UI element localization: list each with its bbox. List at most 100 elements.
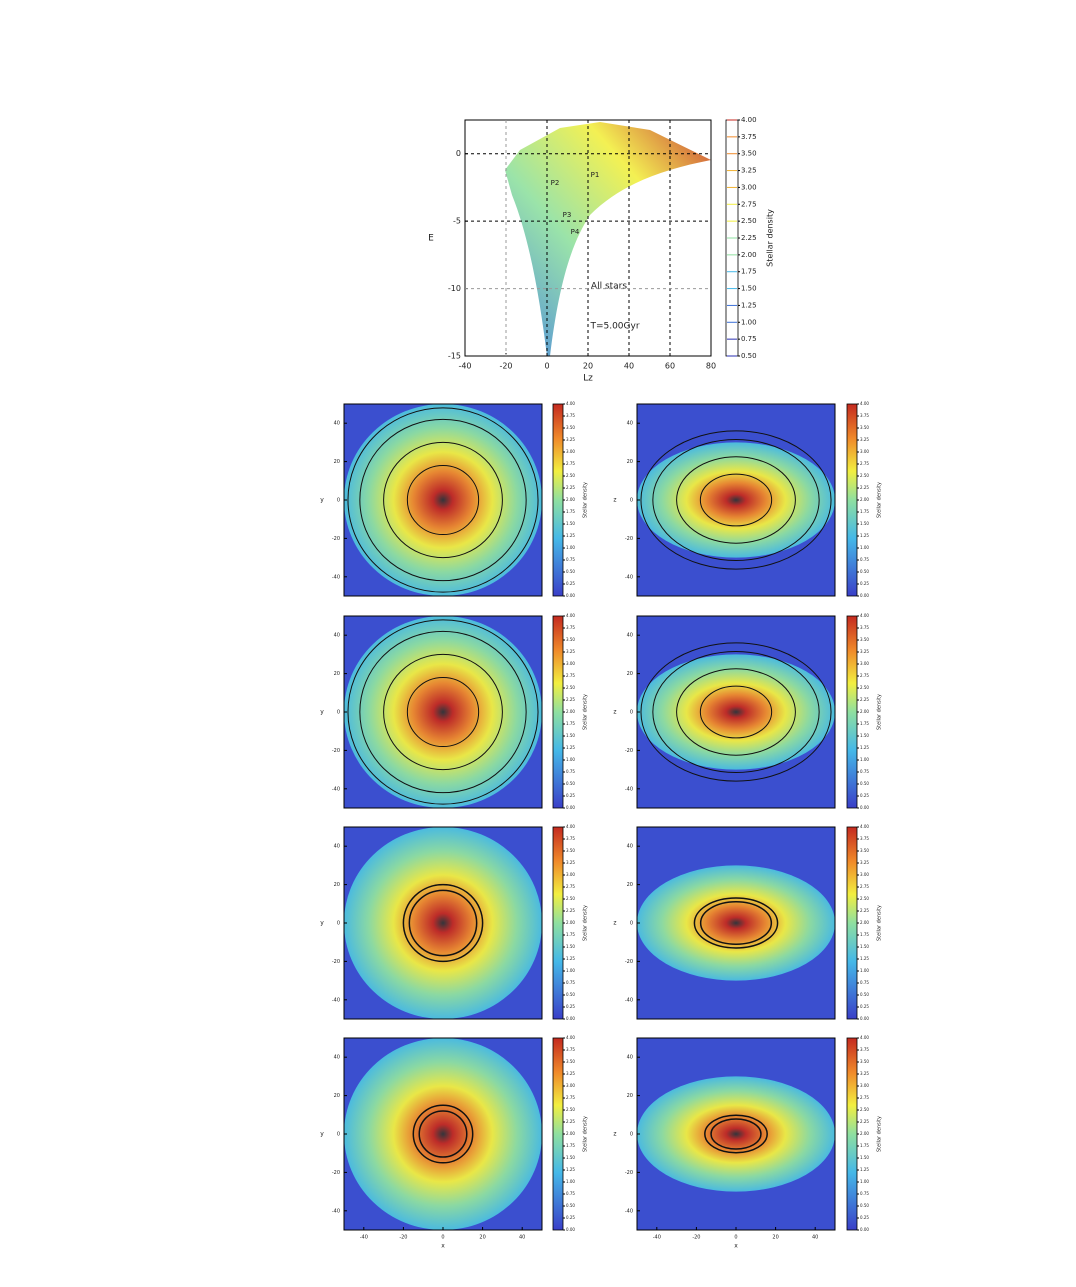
colorbar-tick-label: 0.50	[566, 1203, 575, 1208]
colorbar-tick-label: 1.25	[566, 956, 575, 961]
colorbar-tick-label: 3.75	[741, 133, 757, 141]
density-field	[637, 654, 835, 770]
colorbar-tick-label: 0.00	[860, 1227, 869, 1232]
colorbar-tick-label: 1.50	[860, 733, 869, 738]
x-tick-label: -20	[399, 1235, 407, 1241]
colorbar-tick-label: 1.75	[566, 509, 575, 514]
colorbar-tick-label: 2.75	[860, 461, 869, 466]
colorbar-tick-label: 0.25	[860, 1004, 869, 1009]
y-tick-label: -20	[332, 536, 340, 542]
colorbar-tick-label: 0.75	[741, 335, 757, 343]
colorbar-tick-label: 2.50	[566, 896, 575, 901]
colorbar-tick-label: 3.25	[566, 437, 575, 442]
colorbar-tick-label: 2.00	[860, 709, 869, 714]
colorbar-tick-label: 2.50	[860, 896, 869, 901]
y-tick-label: -15	[448, 352, 461, 361]
colorbar-tick-label: 2.50	[566, 685, 575, 690]
x-tick-label: -20	[499, 362, 512, 371]
contour	[699, 901, 773, 945]
colorbar-tick-label: 0.00	[566, 593, 575, 598]
colorbar-tick-label: 2.00	[860, 920, 869, 925]
colorbar-tick-label: 0.00	[566, 1016, 575, 1021]
colorbar-tick-label: 1.75	[860, 509, 869, 514]
colorbar-tick-label: 3.25	[566, 649, 575, 654]
colorbar-tick-label: 4.00	[566, 401, 575, 406]
colorbar-tick-label: 3.25	[860, 860, 869, 865]
contour	[652, 651, 820, 773]
contour	[418, 1110, 468, 1158]
y-tick-label: 0	[337, 921, 340, 927]
colorbar-tick-label: 3.50	[860, 637, 869, 642]
colorbar-tick-label: 3.00	[566, 1083, 575, 1088]
y-tick-label: 20	[627, 882, 633, 888]
y-tick-label: 0	[337, 1132, 340, 1138]
colorbar-tick-label: 2.50	[860, 1107, 869, 1112]
colorbar-tick-label: 1.75	[860, 1143, 869, 1148]
y-tick-label: -40	[625, 574, 633, 580]
colorbar-tick-label: 3.50	[860, 425, 869, 430]
colorbar-label: Stellar density	[877, 694, 883, 730]
colorbar-tick-label: 1.75	[566, 721, 575, 726]
colorbar-tick-label: 3.00	[566, 872, 575, 877]
colorbar-tick-label: 1.25	[860, 533, 869, 538]
colorbar-tick-label: 2.00	[860, 497, 869, 502]
y-tick-label: 40	[627, 421, 633, 427]
colorbar-tick-label: 1.25	[566, 745, 575, 750]
y-tick-label: -40	[332, 997, 340, 1003]
contour	[383, 441, 503, 559]
colorbar-tick-label: 2.25	[566, 908, 575, 913]
colorbar-tick-label: 0.00	[566, 805, 575, 810]
y-tick-label: 0	[337, 498, 340, 504]
colorbar-tick-label: 0.00	[860, 1016, 869, 1021]
colorbar	[846, 826, 858, 1020]
x-tick-label: 0	[544, 362, 549, 371]
colorbar-tick-label: 2.50	[860, 473, 869, 478]
y-tick-label: -40	[332, 574, 340, 580]
contour	[704, 1114, 768, 1154]
density-field	[344, 827, 542, 1019]
colorbar-tick-label: 1.75	[860, 932, 869, 937]
x-tick-label: -40	[458, 362, 471, 371]
y-axis-label: y	[320, 1131, 324, 1138]
colorbar-tick-label: 1.00	[860, 1179, 869, 1184]
y-tick-label: 40	[627, 1055, 633, 1061]
colorbar-tick-label: 3.75	[566, 1047, 575, 1052]
y-tick-label: -40	[625, 997, 633, 1003]
y-tick-label: 40	[627, 844, 633, 850]
y-tick-label: 20	[627, 671, 633, 677]
colorbar-tick-label: 0.50	[566, 992, 575, 997]
x-axis-label: x	[441, 1243, 445, 1250]
colorbar-tick-label: 3.25	[860, 649, 869, 654]
colorbar-tick-label: 0.75	[860, 980, 869, 985]
x-tick-label: 0	[441, 1235, 444, 1241]
colorbar	[846, 403, 858, 597]
colorbar-tick-label: 2.50	[741, 217, 757, 225]
colorbar-tick-label: 2.75	[566, 673, 575, 678]
density-field	[637, 1076, 835, 1192]
colorbar-tick-label: 1.50	[741, 285, 757, 293]
colorbar-tick-label: 1.25	[860, 956, 869, 961]
y-axis-label: E	[428, 234, 434, 244]
colorbar-tick-label: 2.50	[860, 685, 869, 690]
colorbar-tick-label: 2.50	[566, 473, 575, 478]
contour	[640, 642, 832, 782]
colorbar-tick-label: 2.00	[741, 251, 757, 259]
colorbar-tick-label: 1.50	[566, 733, 575, 738]
colorbar-tick-label: 4.00	[566, 613, 575, 618]
colorbar-tick-label: 3.25	[860, 1071, 869, 1076]
colorbar-tick-label: 2.25	[860, 485, 869, 490]
colorbar-tick-label: 0.75	[566, 1191, 575, 1196]
y-axis-label: z	[613, 1131, 616, 1138]
colorbar-tick-label: 3.25	[566, 1071, 575, 1076]
colorbar-tick-label: 1.25	[860, 1167, 869, 1172]
colorbar-tick-label: 2.00	[566, 497, 575, 502]
colorbar-tick-label: 1.50	[566, 944, 575, 949]
y-tick-label: 0	[456, 149, 461, 158]
annotation: P1	[591, 171, 600, 179]
y-tick-label: 0	[630, 921, 633, 927]
colorbar	[846, 615, 858, 809]
colorbar-tick-label: 2.25	[860, 1119, 869, 1124]
colorbar-tick-label: 2.25	[566, 697, 575, 702]
annotation: All stars	[591, 282, 627, 292]
